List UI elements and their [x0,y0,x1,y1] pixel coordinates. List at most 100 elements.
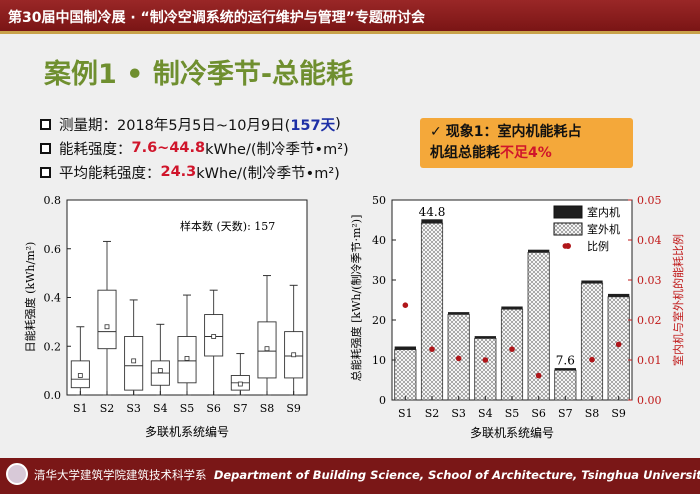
bullet-avg-suffix: kWhe/(制冷季节•m²) [196,165,340,182]
bar-indoor [501,306,523,310]
bar-xtick-label: S7 [558,407,573,420]
boxplot-xtick-label: S8 [260,402,275,415]
bar-y2tick-label: 0.04 [637,234,662,247]
bar-chart: 0 10 20 30 40 50 0.00 0.01 0.02 0.03 0.04 0.05 S1 S… [349,194,685,440]
bar-ytick-label: 0 [379,394,386,407]
bar-xtick-label: S6 [531,407,546,420]
callout-line2: 机组总能耗不足4% [430,143,623,164]
boxplot-xtick-label: S6 [206,402,221,415]
bar-indoor [421,219,443,224]
boxplot-xtick-label: S4 [153,402,168,415]
bullet-avg: 平均能耗强度： 24.3 kWhe/(制冷季节•m²) [40,160,349,184]
boxplot-mean-marker [131,358,137,364]
boxplot-mean-marker [104,324,110,330]
bullet-period-suffix: ) [335,116,341,132]
boxplot-box [150,323,170,396]
bullet-period-prefix: 测量期：2018年5月5日~10月9日( [59,117,291,134]
boxplot-ytick-label: 0.2 [44,340,62,353]
bar-stack [420,219,444,401]
footer-text: 清华大学建筑学院建筑技术科学系 Department of Building S… [34,467,700,483]
bar-y2tick-label: 0.01 [637,354,662,367]
bar-ylabel: 总能耗强度 [kWh/(制冷季节·m²)] [349,215,363,382]
bar-ytick-label: 50 [372,194,386,207]
bar-stack [474,336,497,401]
university-logo-icon [6,463,28,485]
boxplot-mean-marker [211,334,217,339]
bar-indoor [554,368,576,371]
bar-outdoor [500,308,524,401]
bullet-intensity-suffix: kWhe/(制冷季节•m²) [205,141,349,158]
callout-line2-prefix: 机组总能耗 [430,145,500,161]
bar-xtick-label: S3 [451,407,466,420]
legend-label-ratio: 比例 [587,239,609,253]
ratio-dot [535,372,542,379]
bar-ytick-label: 30 [372,274,386,287]
boxplot-ytick-label: 0.0 [44,389,62,402]
footer-cn: 清华大学建筑学院建筑技术科学系 [34,468,207,482]
boxplot-ytick-label: 0.4 [44,292,62,305]
bar-y2tick-label: 0.03 [637,274,662,287]
bar-xtick-label: S4 [478,407,493,420]
boxplot-mean-marker [237,381,243,387]
header-banner: 第30届中国制冷展 · “制冷空调系统的运行维护与管理”专题研讨会 [0,0,700,34]
bar-xtick-label: S8 [585,407,600,420]
boxplot-xtick-label: S5 [180,402,195,415]
bar-xtick-label: S9 [611,407,626,420]
boxplot-xtick-label: S9 [286,402,301,415]
bar-indoor [608,293,630,297]
boxplot-box [284,284,304,396]
boxplot-iqr-box [97,289,117,350]
boxplot-box [257,275,277,396]
bullet-list: 测量期：2018年5月5日~10月9日( 157天 ) 能耗强度： 7.6~44… [40,112,349,184]
bar-y2tick-label: 0.00 [637,394,662,407]
boxplot-ylabel: 日能耗强度 (kWh/m²) [23,242,37,353]
boxplot-chart: 0.0 0.2 0.4 0.6 0.8 S1 S2 S3 S4 S5 S6 S7 S8 S9 样本数 (… [23,194,308,439]
boxplot-box [124,299,144,396]
legend-label-outdoor: 室外机 [587,222,620,236]
bar-ytick-label: 40 [372,234,386,247]
legend-label-indoor: 室内机 [587,205,620,219]
bar-outdoor [474,337,497,401]
bar-outdoor [580,282,604,401]
bar-outdoor [420,222,444,401]
bullet-intensity-prefix: 能耗强度： [59,141,132,158]
footer-en: Department of Building Science, School o… [213,468,700,482]
bar-xtick-label: S1 [398,407,413,420]
bar-indoor [528,249,550,253]
boxplot-iqr-box [124,336,144,391]
legend-swatch-ratio [565,243,571,249]
boxplot-xtick-label: S3 [126,402,141,415]
checkbox-icon [40,142,51,154]
bar-data-label: 7.6 [556,354,575,368]
callout-line1-text: 现象1：室内机能耗占 [445,124,582,140]
bar-ytick-label: 20 [372,314,386,327]
boxplot-xtick-label: S7 [233,402,248,415]
bullet-period: 测量期：2018年5月5日~10月9日( 157天 ) [40,112,349,136]
bar-legend: 室内机 室外机 比例 [553,205,620,253]
banner-title: 第30届中国制冷展 · “制冷空调系统的运行维护与管理”专题研讨会 [8,10,425,26]
legend-swatch-indoor [553,205,583,219]
bar-y2tick-label: 0.05 [637,194,662,207]
bar-stack [554,368,577,401]
bar-xtick-label: S5 [505,407,520,420]
boxplot-box [204,289,224,396]
legend-swatch-outdoor [553,222,583,236]
bar-stack [500,306,524,401]
boxplot-mean-marker [184,356,190,361]
callout-line2-highlight: 不足4% [500,145,552,161]
bar-outdoor [554,369,577,401]
boxplot-box [177,294,197,396]
boxplot-mean-marker [157,368,163,374]
bar-stack [394,346,417,401]
bar-xlabel: 多联机系统编号 [470,425,554,440]
footer-bar: 清华大学建筑学院建筑技术科学系 Department of Building S… [0,458,700,494]
bar-y2tick-label: 0.02 [637,314,662,327]
slide-title: 案例1 • 制冷季节-总能耗 [44,59,354,90]
boxplot-mean-marker [291,352,297,358]
bar-indoor [581,280,603,284]
callout-line1: ✓ 现象1：室内机能耗占 [430,122,623,143]
ratio-dot [615,341,622,348]
bar-outdoor [394,349,417,401]
ratio-dot [482,357,489,363]
bullet-period-days: 157天 [290,117,336,134]
